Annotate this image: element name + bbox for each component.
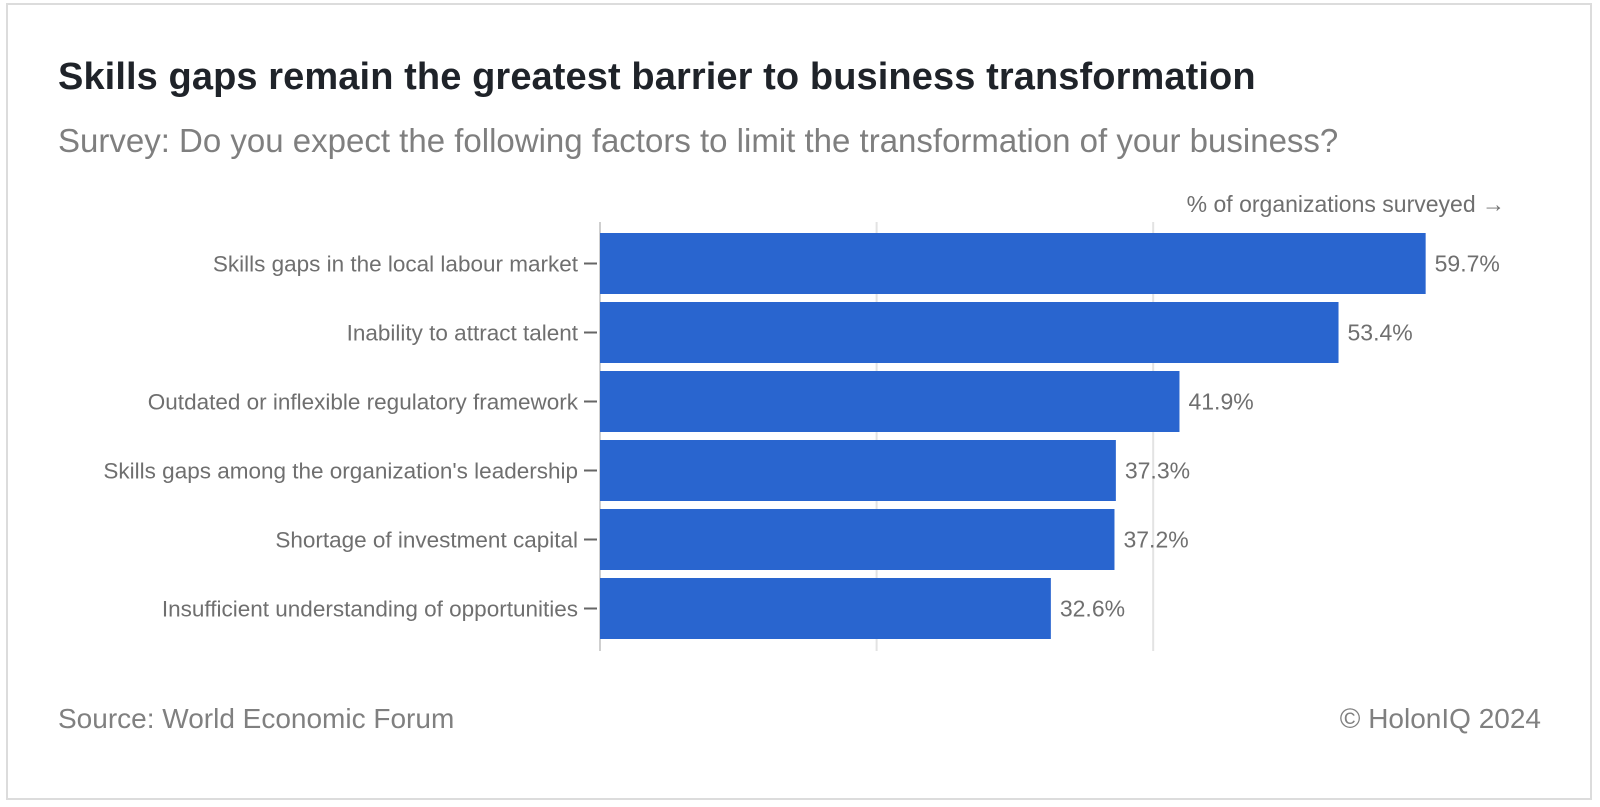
value-label-3: 41.9% (1188, 389, 1253, 415)
chart-title: Skills gaps remain the greatest barrier … (58, 56, 1256, 98)
chart-subtitle: Survey: Do you expect the following fact… (58, 122, 1339, 159)
source-note: Source: World Economic Forum (58, 703, 455, 734)
bar-3 (600, 371, 1180, 432)
value-label-5: 37.2% (1123, 527, 1188, 553)
value-label-1: 59.7% (1435, 251, 1500, 277)
bar-2 (600, 302, 1339, 363)
category-label-1: Skills gaps in the local labour market (213, 252, 579, 277)
category-label-4: Skills gaps among the organization's lea… (103, 459, 578, 484)
category-label-6: Insufficient understanding of opportunit… (162, 597, 578, 622)
value-label-4: 37.3% (1125, 458, 1190, 484)
bar-4 (600, 440, 1116, 501)
category-label-3: Outdated or inflexible regulatory framew… (148, 390, 579, 415)
category-label-5: Shortage of investment capital (275, 528, 578, 553)
bar-1 (600, 233, 1426, 294)
value-label-6: 32.6% (1060, 596, 1125, 622)
copyright-note: © HolonIQ 2024 (1339, 703, 1541, 734)
bar-5 (600, 509, 1115, 570)
category-label-2: Inability to attract talent (347, 321, 579, 346)
value-label-2: 53.4% (1348, 320, 1413, 346)
x-axis-label: % of organizations surveyed → (1186, 191, 1505, 217)
bar-6 (600, 578, 1051, 639)
